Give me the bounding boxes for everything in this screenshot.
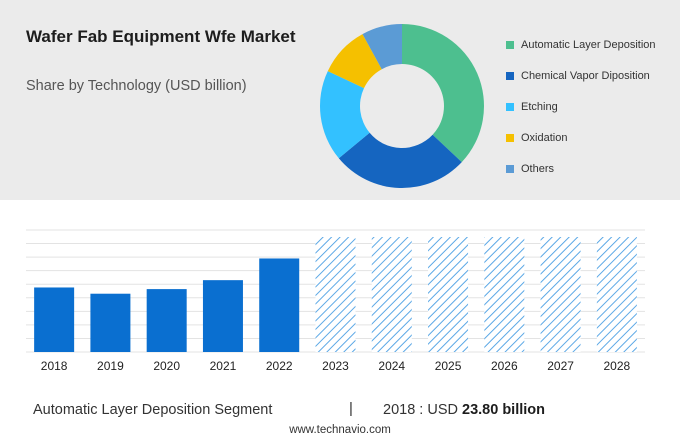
legend-label: Chemical Vapor Diposition: [521, 70, 650, 82]
legend-label: Automatic Layer Deposition: [521, 39, 656, 51]
footer-value: 2018 : USD 23.80 billion: [383, 402, 545, 418]
donut-slice-etching: [320, 71, 370, 159]
legend-swatch: [506, 103, 514, 111]
x-tick-label: 2027: [547, 359, 574, 373]
legend-swatch: [506, 165, 514, 173]
x-tick-label: 2022: [266, 359, 293, 373]
donut-slice-others: [362, 24, 402, 70]
forecast-bar-2025: [428, 237, 469, 352]
legend-swatch: [506, 41, 514, 49]
chart-title: Wafer Fab Equipment Wfe Market: [26, 27, 296, 46]
footer-segment-label: Automatic Layer Deposition Segment: [33, 402, 273, 418]
bar-chart: 2018 2019 2020 2021 2022 2023 2024 2025 2026 2027…: [26, 229, 645, 373]
x-tick-label: 2025: [435, 359, 462, 373]
bar-2018: [34, 287, 75, 352]
bar-2020: [146, 289, 187, 352]
footer-year-label: 2018 : USD: [383, 402, 458, 418]
x-tick-label: 2026: [491, 359, 518, 373]
source-link[interactable]: www.technavio.com: [289, 424, 391, 436]
x-tick-label: 2019: [97, 359, 124, 373]
x-tick-label: 2021: [210, 359, 237, 373]
bar-2022: [259, 258, 300, 352]
x-tick-label: 2024: [378, 359, 405, 373]
legend-swatch: [506, 72, 514, 80]
legend-label: Oxidation: [521, 132, 568, 144]
x-tick-label: 2018: [41, 359, 68, 373]
donut-slice-oxidation: [327, 34, 382, 89]
x-tick-label: 2020: [153, 359, 180, 373]
legend-swatch: [506, 134, 514, 142]
forecast-bar-2027: [540, 237, 581, 352]
donut-chart: [320, 24, 484, 188]
footer-value-amount: 23.80 billion: [462, 402, 545, 418]
x-tick-label: 2023: [322, 359, 349, 373]
legend-label: Etching: [521, 101, 558, 113]
donut-slice-automatic-layer-deposition: [402, 24, 484, 163]
forecast-bar-2026: [484, 237, 525, 352]
forecast-bar-2028: [596, 237, 637, 352]
bar-2019: [90, 293, 131, 352]
donut-slice-chemical-vapor-diposition: [338, 132, 462, 188]
legend-label: Others: [521, 163, 555, 175]
footer-separator: |: [349, 400, 353, 417]
bar-2021: [202, 280, 243, 352]
forecast-bar-2024: [371, 237, 412, 352]
forecast-bar-2023: [315, 237, 356, 352]
x-tick-label: 2028: [604, 359, 631, 373]
chart-subtitle: Share by Technology (USD billion): [26, 78, 247, 94]
